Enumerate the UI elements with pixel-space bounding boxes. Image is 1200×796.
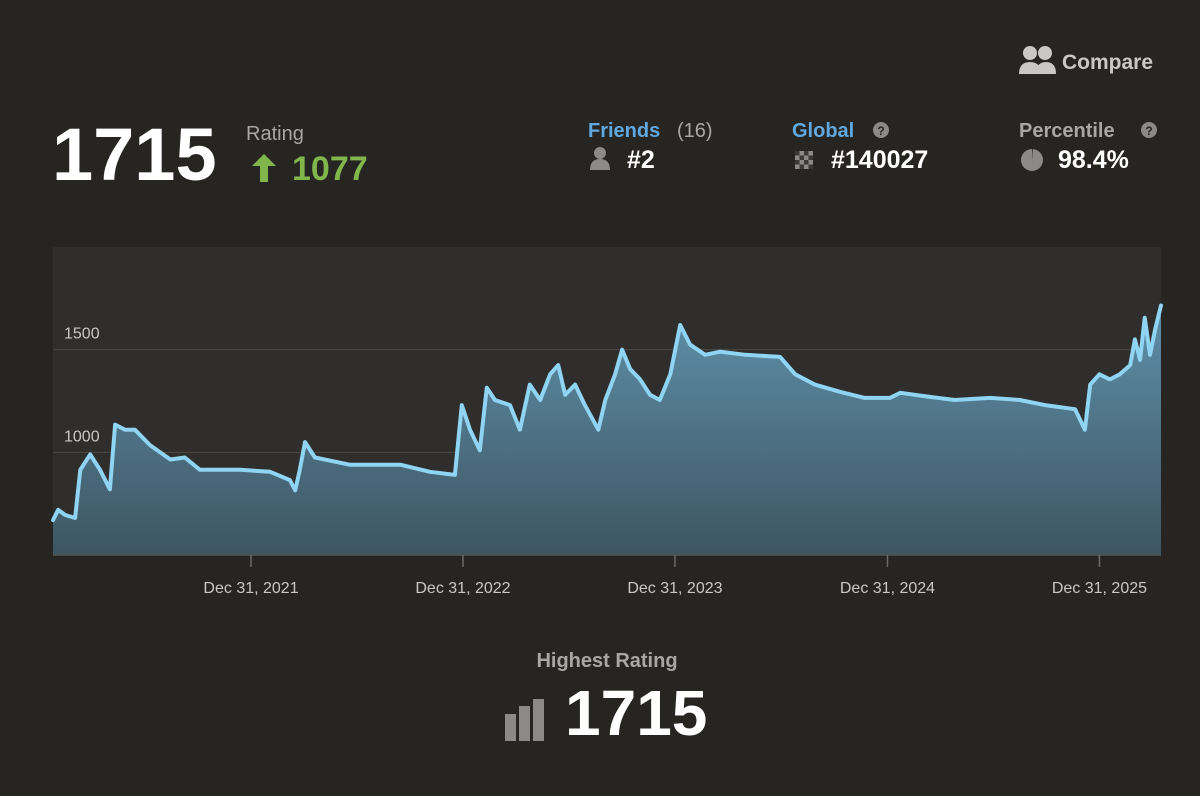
help-icon-glyph: ?	[877, 124, 884, 138]
global-label[interactable]: Global	[792, 120, 854, 142]
compare-icon	[1019, 46, 1056, 74]
x-tick-label: Dec 31, 2025	[1052, 580, 1147, 597]
rating-area	[53, 305, 1161, 555]
friends-label[interactable]: Friends	[588, 120, 660, 142]
x-tick-label: Dec 31, 2022	[415, 580, 510, 597]
percentile-label: Percentile	[1019, 120, 1115, 142]
rating-change: 1077	[292, 150, 368, 188]
friends-stat[interactable]: Friends (16) #2	[588, 120, 713, 174]
help-icon-glyph: ?	[1145, 124, 1152, 138]
up-arrow-icon	[252, 154, 276, 182]
rating-label: Rating	[246, 123, 304, 145]
person-icon	[590, 147, 610, 170]
compare-button[interactable]: Compare	[1019, 46, 1153, 74]
help-icon[interactable]	[1141, 122, 1157, 138]
rating-line	[51, 303, 1163, 523]
global-rank: #140027	[831, 146, 928, 174]
y-tick-label: 1000	[64, 428, 100, 445]
highest-value: 1715	[565, 677, 707, 749]
friends-count: (16)	[677, 120, 713, 142]
board-icon	[795, 151, 813, 169]
rating-value: 1715	[52, 113, 217, 196]
x-tick-label: Dec 31, 2023	[627, 580, 722, 597]
percentile-stat: Percentile ? 98.4%	[1019, 120, 1157, 174]
compare-label[interactable]: Compare	[1062, 51, 1153, 74]
help-icon[interactable]	[873, 122, 889, 138]
x-tick-label: Dec 31, 2021	[203, 580, 298, 597]
bar-chart-icon	[505, 699, 544, 741]
global-stat[interactable]: Global ? #140027	[792, 120, 928, 174]
friends-rank: #2	[627, 146, 655, 174]
percentile-value: 98.4%	[1058, 146, 1129, 174]
x-tick-label: Dec 31, 2024	[840, 580, 935, 597]
pie-icon-slice	[1032, 148, 1033, 160]
highest-label: Highest Rating	[536, 650, 677, 672]
y-tick-label: 1500	[64, 326, 100, 343]
